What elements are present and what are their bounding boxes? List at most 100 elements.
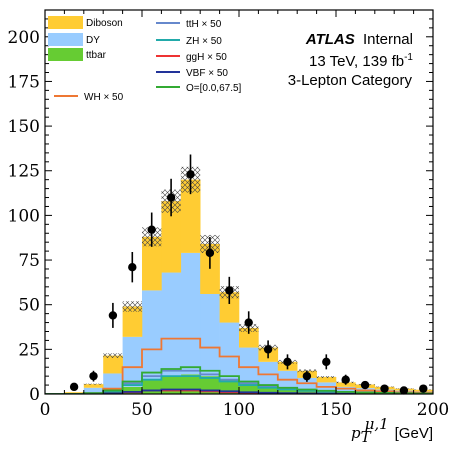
bar-diboson — [239, 327, 259, 348]
data-point — [147, 225, 156, 234]
x-tick-label: 0 — [40, 400, 51, 420]
data-point — [283, 357, 292, 367]
legend-entry-4: ttH × 50 — [156, 19, 222, 30]
bar-diboson — [316, 377, 337, 383]
legend-label: ZH × 50 — [186, 36, 222, 47]
x-label-sub: T — [361, 428, 372, 446]
legend-entry-3: WH × 50 — [54, 92, 124, 103]
legend-label: DY — [86, 35, 100, 46]
bar-diboson — [64, 392, 85, 394]
legend-entry-8: O=[0.0,67.5] — [156, 83, 242, 94]
data-point — [380, 384, 389, 393]
legend-label: ttH × 50 — [186, 19, 222, 30]
data-point — [166, 193, 176, 202]
data-point — [89, 371, 98, 381]
data-point — [225, 286, 234, 295]
svg-text:13 TeV, 139 fb-1: 13 TeV, 139 fb-1 — [309, 52, 413, 70]
data-point — [244, 318, 253, 327]
stack-dy — [64, 252, 433, 394]
data-point — [322, 357, 331, 367]
data-point — [302, 371, 312, 381]
y-tick-label: 0 — [29, 385, 40, 405]
plot-area — [45, 166, 433, 394]
legend-label: WH × 50 — [84, 92, 124, 103]
data-point — [263, 345, 273, 354]
bar-ttbar — [297, 390, 317, 394]
legend-swatch — [48, 48, 83, 61]
legend-entry-1: DY — [48, 33, 100, 46]
bar-ttbar — [258, 386, 279, 394]
legend-label: Diboson — [86, 18, 123, 29]
legend-label: ggH × 50 — [186, 52, 227, 63]
data-points — [69, 154, 428, 395]
x-tick-label: 100 — [223, 400, 255, 420]
bar-ttbar — [277, 388, 298, 394]
legend-entry-2: ttbar — [48, 48, 107, 61]
data-point — [205, 248, 215, 258]
bar-diboson — [161, 201, 182, 273]
data-point — [341, 375, 350, 384]
x-label-sup: μ,1 — [365, 415, 389, 433]
legend-label: VBF × 50 — [186, 68, 228, 79]
data-point — [108, 311, 118, 320]
uncertainty-bin — [83, 383, 104, 385]
energy-lumi-label: 13 TeV, 139 fb — [309, 53, 404, 70]
category-label: 3-Lepton Category — [288, 72, 413, 89]
x-tick-label: 200 — [417, 400, 449, 420]
bar-diboson — [83, 384, 104, 388]
legend-entry-5: ZH × 50 — [156, 36, 222, 47]
bar-dy — [103, 373, 123, 392]
bar-dy — [200, 293, 220, 377]
bar-dy — [161, 272, 182, 377]
axes: 0 50 100 150 200 0 25 50 75 100 125 150 175 200 — [8, 10, 449, 420]
x-tick-label: 150 — [320, 400, 352, 420]
x-tick-label: 50 — [131, 400, 153, 420]
atlas-annotation: ATLAS Internal 13 TeV, 139 fb-1 3-Lepton… — [288, 31, 414, 89]
data-point — [186, 170, 195, 179]
legend-entry-7: VBF × 50 — [156, 68, 228, 79]
x-axis-label: pTμ,1 [GeV] — [351, 415, 433, 446]
legend-label: O=[0.0,67.5] — [186, 83, 242, 94]
y-tick-label: 75 — [18, 251, 40, 271]
svg-text:ATLAS Internal: ATLAS Internal — [305, 31, 413, 48]
uncertainty-bin — [316, 376, 336, 379]
legend-entry-6: ggH × 50 — [156, 52, 227, 63]
bar-dy — [180, 252, 201, 375]
x-label-main: p — [351, 424, 361, 442]
line-o00675 — [45, 366, 433, 394]
bar-dy — [122, 336, 143, 387]
bar-ttbar — [122, 386, 143, 394]
y-tick-label: 100 — [8, 206, 40, 226]
bar-dy — [239, 347, 259, 384]
y-tick-label: 200 — [8, 28, 40, 48]
data-point — [399, 386, 409, 395]
bar-diboson — [103, 355, 123, 374]
legend-label: ttbar — [86, 50, 107, 61]
bar-dy — [219, 322, 240, 380]
x-label-unit: [GeV] — [395, 425, 433, 442]
bar-diboson — [142, 236, 162, 291]
bar-diboson — [200, 243, 220, 294]
y-tick-label: 125 — [8, 162, 40, 182]
y-tick-label: 150 — [8, 117, 40, 137]
data-overlay — [69, 154, 428, 395]
bar-ttbar — [239, 383, 259, 394]
uncertainty-bin — [103, 353, 123, 358]
bar-diboson — [180, 179, 201, 253]
legend-entry-0: Diboson — [48, 16, 123, 29]
legend-swatch — [48, 33, 83, 46]
bar-ttbar — [142, 379, 162, 394]
y-tick-label: 175 — [8, 72, 40, 92]
legend: Diboson DY ttbar WH × 50 ttH × 50 ZH × 50 ggH … — [48, 16, 242, 103]
uncertainty-bin — [122, 301, 142, 312]
status-label: Internal — [363, 31, 413, 48]
y-tick-label: 50 — [18, 296, 40, 316]
bar-dy — [83, 387, 104, 394]
data-point — [128, 262, 137, 272]
atlas-label: ATLAS — [305, 31, 355, 48]
bar-dy — [142, 290, 162, 380]
data-point — [360, 380, 370, 390]
data-point — [69, 382, 79, 392]
data-point — [419, 384, 428, 393]
